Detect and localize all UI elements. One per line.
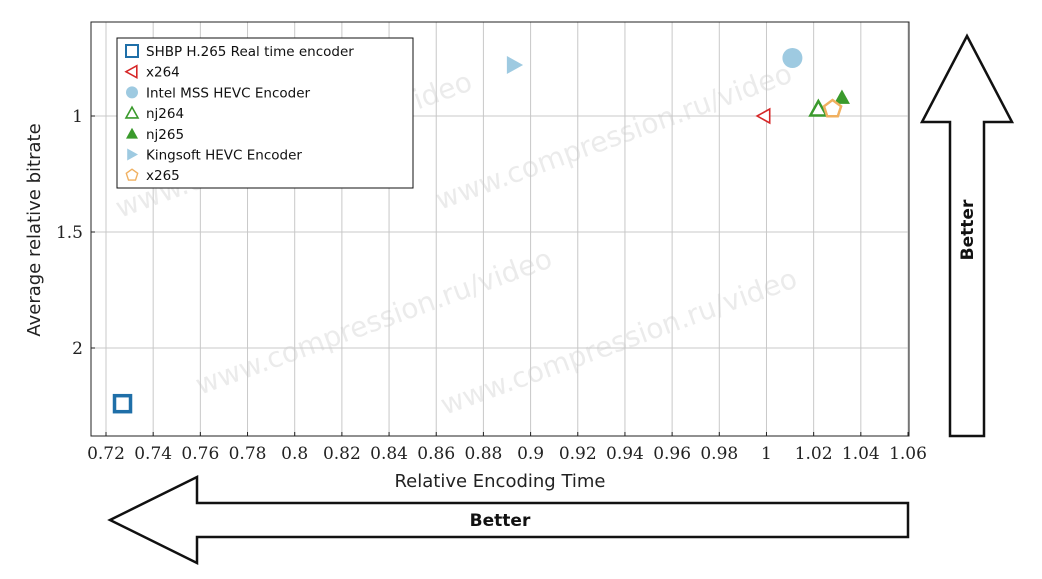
y-tick-label: 1.5 xyxy=(56,223,83,243)
x-tick-label: 0.96 xyxy=(653,444,691,464)
legend: SHBP H.265 Real time encoder x264 Intel MS… xyxy=(116,37,414,189)
data-point xyxy=(755,107,771,125)
x-tick-label: 0.8 xyxy=(281,444,308,464)
legend-label: nj265 xyxy=(146,127,184,143)
y-tick-label: 2 xyxy=(72,339,83,359)
x-tick-label: 0.72 xyxy=(87,444,125,464)
legend-marker xyxy=(125,44,139,58)
x-tick-label: 0.86 xyxy=(417,444,455,464)
x-tick-label: 0.88 xyxy=(464,444,502,464)
x-tick-label: 1.04 xyxy=(842,444,880,464)
better-arrow-vertical: Better xyxy=(919,33,1015,438)
legend-label: SHBP H.265 Real time encoder xyxy=(146,44,354,60)
legend-label: Intel MSS HEVC Encoder xyxy=(146,85,311,101)
data-point xyxy=(808,98,829,117)
legend-marker xyxy=(124,64,138,80)
x-tick-label: 0.84 xyxy=(370,444,408,464)
x-tick-label: 0.74 xyxy=(134,444,172,464)
data-point xyxy=(112,393,133,414)
y-axis-title: Average relative bitrate xyxy=(24,123,45,336)
data-point xyxy=(506,55,524,74)
legend-marker xyxy=(126,127,138,139)
x-tick-label: 0.9 xyxy=(517,444,544,464)
plot-frame xyxy=(90,21,910,437)
x-tick-label: 0.94 xyxy=(606,444,644,464)
legend-label: nj264 xyxy=(146,106,184,122)
up-arrow-icon xyxy=(919,33,1015,438)
x-tick-label: 0.82 xyxy=(323,444,361,464)
data-points xyxy=(112,48,850,414)
x-tick-label: 1.06 xyxy=(889,444,927,464)
x-tick-label: 0.76 xyxy=(181,444,219,464)
x-axis-title: Relative Encoding Time xyxy=(394,471,605,492)
x-tick-labels: 0.72 0.74 0.76 0.78 0.8 0.82 0.84 0.86 0.88 0.9 0.… xyxy=(87,444,927,464)
legend-label: Kingsoft HEVC Encoder xyxy=(146,148,302,164)
x-tick-label: 0.98 xyxy=(700,444,738,464)
x-tick-label: 1 xyxy=(761,444,772,464)
y-tick-labels: 11.52 xyxy=(56,107,83,359)
legend-label: x265 xyxy=(146,168,180,184)
watermark-text: www.compression.ru/video xyxy=(431,57,796,217)
data-point xyxy=(782,48,803,68)
y-tick-label: 1 xyxy=(72,107,83,127)
x-tick-label: 0.78 xyxy=(229,444,267,464)
grid xyxy=(91,22,909,436)
legend-marker xyxy=(125,168,139,181)
legend-label: x264 xyxy=(146,65,180,81)
legend-marker xyxy=(126,86,138,99)
legend-marker xyxy=(124,105,140,119)
x-tick-label: 0.92 xyxy=(559,444,597,464)
data-point xyxy=(822,98,843,118)
left-arrow-icon xyxy=(107,474,910,566)
vertical-arrow-label: Better xyxy=(958,199,978,260)
data-point xyxy=(833,89,850,104)
horizontal-arrow-label: Better xyxy=(470,511,531,531)
legend-box xyxy=(116,37,414,189)
legend-marker xyxy=(127,148,138,161)
better-arrow-horizontal: Better xyxy=(107,474,910,566)
x-tick-label: 1.02 xyxy=(795,444,833,464)
